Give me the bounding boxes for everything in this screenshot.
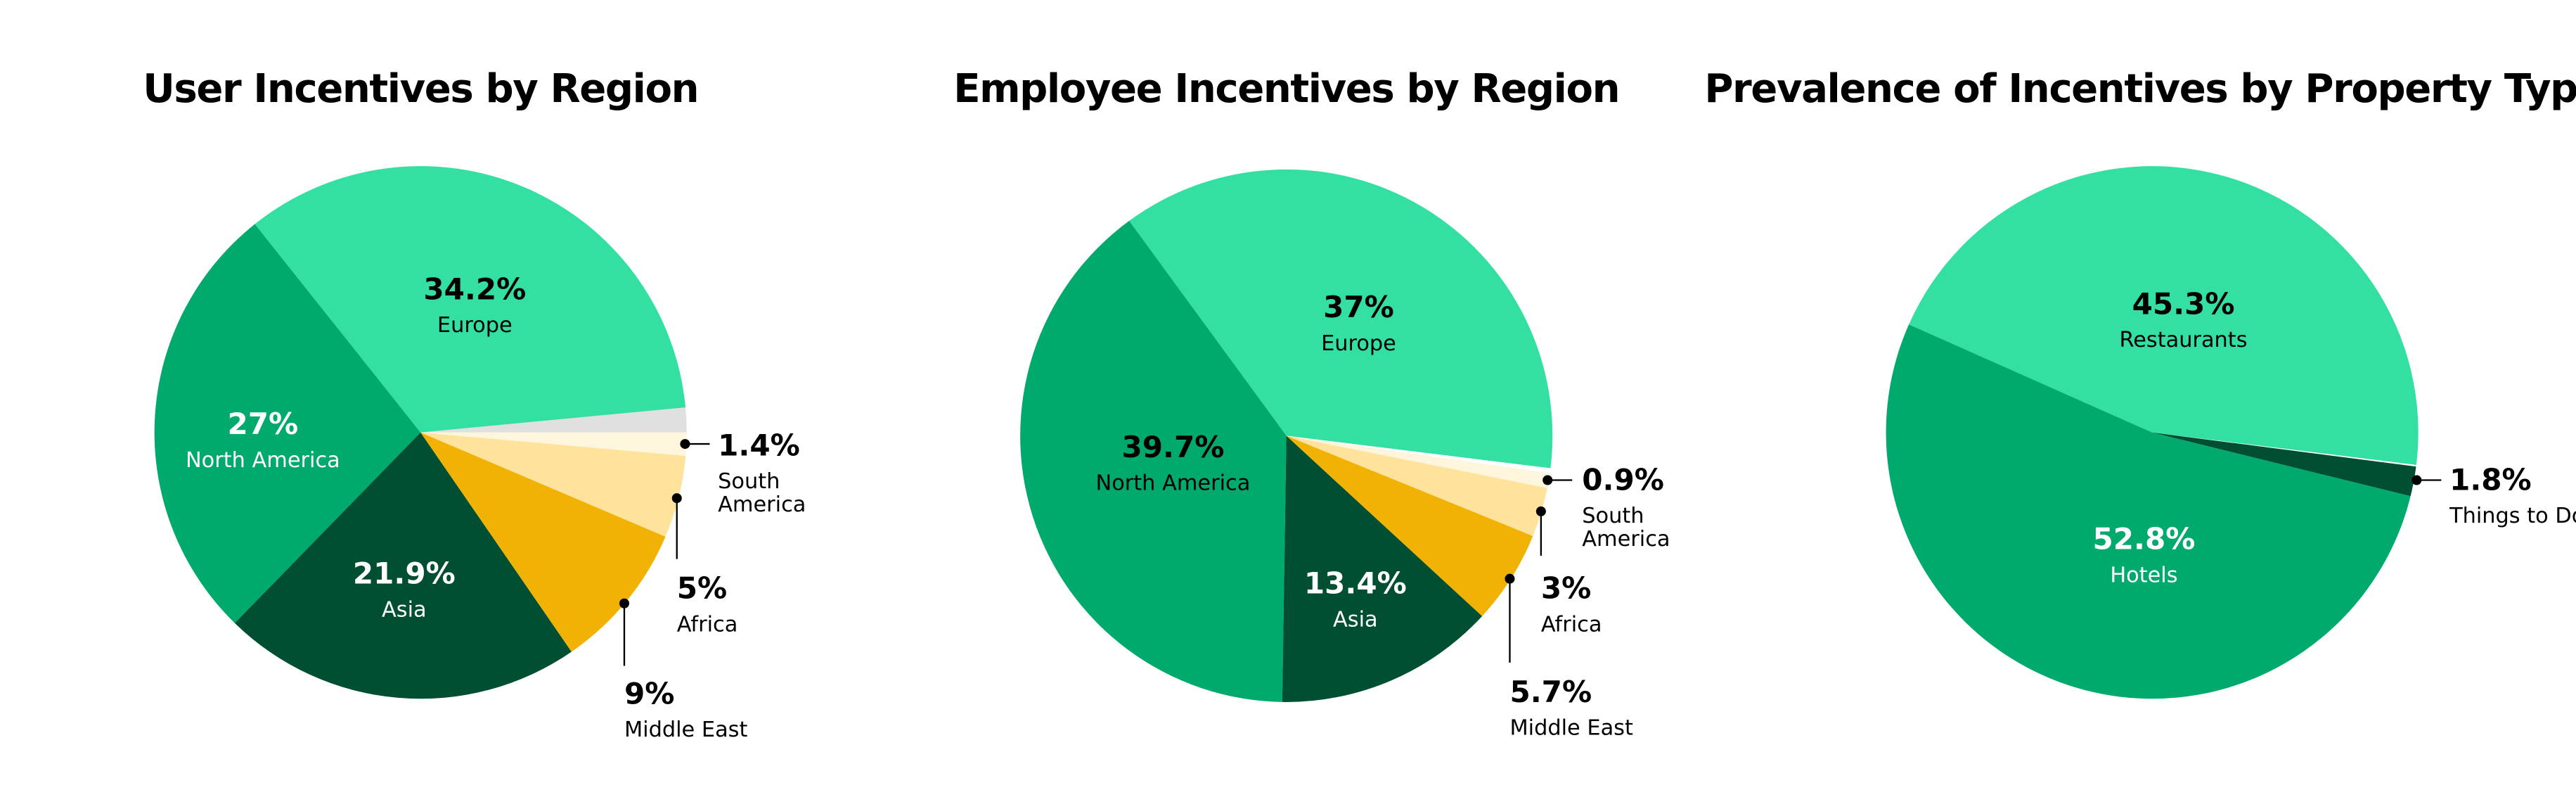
- slice-category-label: Africa: [1541, 612, 1602, 637]
- slice-category-label: Europe: [1321, 331, 1396, 356]
- slice-category-label: Asia: [1333, 607, 1378, 632]
- pie-slice: [2152, 432, 2416, 497]
- slice-value-label: 5%: [677, 571, 727, 606]
- slice-value-label: 39.7%: [1121, 430, 1224, 464]
- slice-value-label: 1.8%: [2449, 463, 2532, 497]
- slice-category-label: South America: [718, 469, 806, 517]
- leader-dot: [1505, 573, 1515, 584]
- pie-slice: [1286, 435, 1547, 536]
- leader-dot: [1543, 475, 1553, 485]
- pie-slice: [1286, 435, 1533, 616]
- slice-value-label: 13.4%: [1304, 566, 1407, 601]
- leader-dot: [2411, 475, 2422, 485]
- pie: [154, 166, 687, 699]
- slice-value-label: 0.9%: [1582, 463, 1664, 497]
- pie-slice: [154, 224, 421, 623]
- slice-category-label: Middle East: [624, 718, 748, 742]
- slice-value-label: 21.9%: [353, 556, 456, 591]
- slice-value-label: 27%: [228, 407, 299, 441]
- pie-slice: [1286, 435, 1550, 488]
- leader-dot: [671, 493, 682, 504]
- chart-title: User Incentives by Region: [143, 66, 698, 112]
- slice-value-label: 3%: [1541, 571, 1591, 606]
- slice-category-label: Africa: [677, 612, 738, 637]
- pie-slice: [234, 432, 572, 699]
- slice-value-label: 34.2%: [423, 272, 526, 306]
- slice-category-label: Restaurants: [2120, 328, 2248, 352]
- pie-slice: [1129, 169, 1553, 469]
- slice-value-label: 45.3%: [2132, 286, 2235, 321]
- pie: [1020, 169, 1553, 702]
- slice-value-label: 37%: [1323, 290, 1394, 324]
- pie-slice: [420, 432, 666, 652]
- slice-category-label: Middle East: [1509, 716, 1633, 741]
- pie-slice: [1886, 324, 2411, 699]
- slice-category-label: Things to Do: [2449, 504, 2576, 528]
- pie-slice: [255, 166, 686, 433]
- slice-value-label: 1.4%: [718, 428, 800, 462]
- slice-value-label: 52.8%: [2093, 522, 2196, 556]
- chart-title: Employee Incentives by Region: [953, 66, 1619, 112]
- slice-category-label: North America: [1096, 471, 1251, 496]
- pie-slice: [1020, 220, 1287, 702]
- slice-category-label: South America: [1582, 504, 1670, 552]
- leader-dot: [1535, 506, 1546, 516]
- pie-slice: [420, 432, 686, 537]
- pie-slice: [1282, 435, 1483, 702]
- pie-slice: [1909, 166, 2419, 465]
- chart-title: Prevalence of Incentives by Property Typ…: [1704, 66, 2576, 112]
- leader-dot: [619, 598, 629, 609]
- leader-dot: [680, 439, 690, 450]
- slice-category-label: North America: [186, 448, 340, 473]
- slice-category-label: Hotels: [2110, 563, 2177, 587]
- slice-category-label: Europe: [437, 313, 513, 338]
- slice-value-label: 9%: [624, 676, 674, 711]
- pie: [1886, 166, 2419, 699]
- pie-slice: [420, 407, 687, 433]
- pie-slice: [420, 432, 687, 456]
- slice-category-label: Asia: [382, 597, 427, 622]
- slice-value-label: 5.7%: [1509, 675, 1592, 709]
